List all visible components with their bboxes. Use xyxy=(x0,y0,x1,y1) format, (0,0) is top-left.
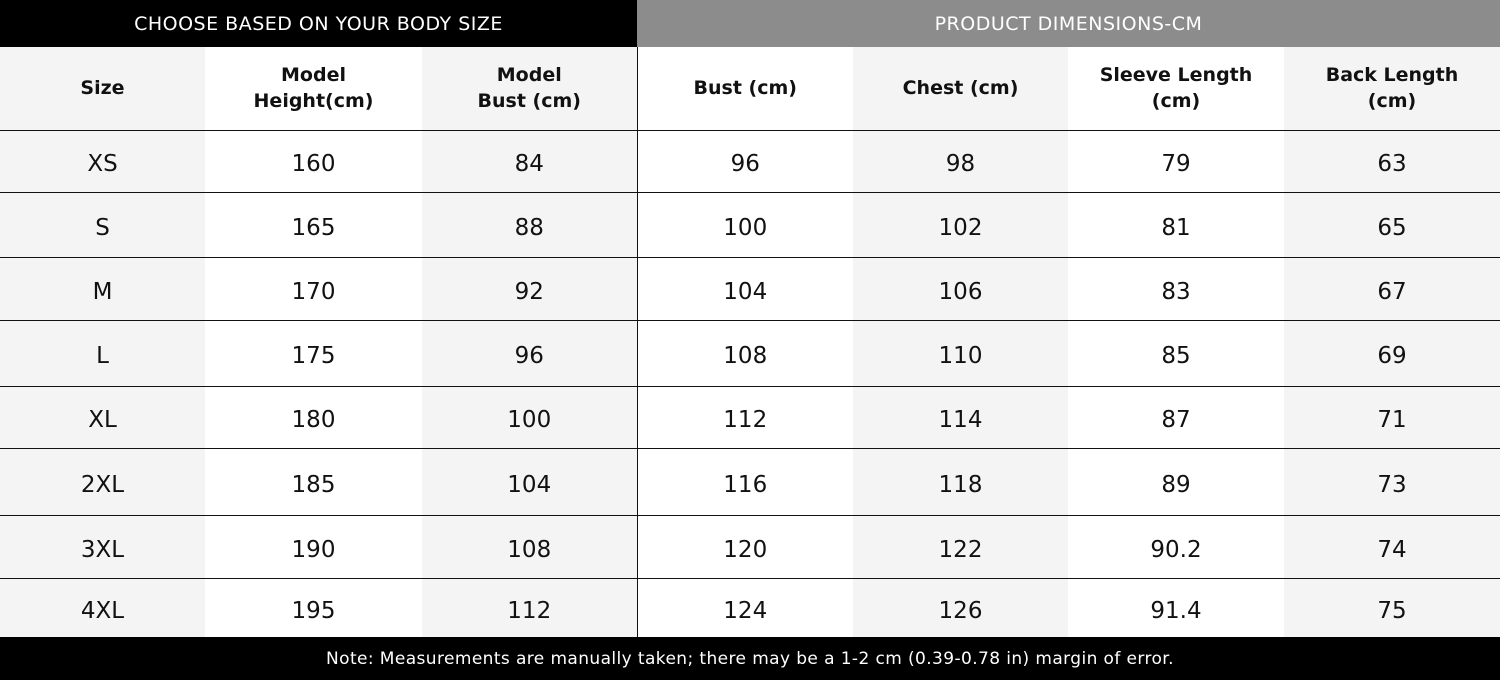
value-cell: 120 xyxy=(636,514,853,578)
value-cell: 190 xyxy=(205,514,422,578)
column-header: Size xyxy=(0,47,205,130)
value-cell: 81 xyxy=(1068,191,1284,257)
value-cell: 83 xyxy=(1068,256,1284,320)
value-cell: 104 xyxy=(636,256,853,320)
table-row: 3XL 190 108 120 122 90.2 74 xyxy=(0,514,1500,578)
value-cell: 91.4 xyxy=(1068,577,1284,637)
table-row: XL 180 100 112 114 87 71 xyxy=(0,385,1500,448)
value-cell: 170 xyxy=(205,256,422,320)
value-cell: 108 xyxy=(422,514,637,578)
value-cell: 75 xyxy=(1284,577,1500,637)
value-cell: 65 xyxy=(1284,191,1500,257)
column-header: Model Height(cm) xyxy=(205,47,422,130)
value-cell: 102 xyxy=(853,191,1068,257)
size-cell: 4XL xyxy=(0,577,205,637)
value-cell: 160 xyxy=(205,129,422,192)
size-cell: 2XL xyxy=(0,447,205,515)
size-cell: M xyxy=(0,256,205,320)
value-cell: 124 xyxy=(636,577,853,637)
size-chart-table: Size Model Height(cm) Model Bust (cm) Bust … xyxy=(0,47,1500,637)
value-cell: 90.2 xyxy=(1068,514,1284,578)
size-cell: XS xyxy=(0,129,205,192)
table-row: S 165 88 100 102 81 65 xyxy=(0,191,1500,257)
size-cell: S xyxy=(0,191,205,257)
value-cell: 79 xyxy=(1068,129,1284,192)
size-cell: XL xyxy=(0,385,205,448)
value-cell: 84 xyxy=(422,129,637,192)
value-cell: 104 xyxy=(422,447,637,515)
value-cell: 89 xyxy=(1068,447,1284,515)
table-row: M 170 92 104 106 83 67 xyxy=(0,256,1500,320)
value-cell: 118 xyxy=(853,447,1068,515)
value-cell: 175 xyxy=(205,319,422,386)
value-cell: 98 xyxy=(853,129,1068,192)
column-header: Bust (cm) xyxy=(636,47,853,130)
table-row: 4XL 195 112 124 126 91.4 75 xyxy=(0,577,1500,637)
column-header: Back Length (cm) xyxy=(1284,47,1500,130)
body-size-header: CHOOSE BASED ON YOUR BODY SIZE xyxy=(0,0,637,47)
value-cell: 126 xyxy=(853,577,1068,637)
measurement-note: Note: Measurements are manually taken; t… xyxy=(0,637,1500,680)
column-header-row: Size Model Height(cm) Model Bust (cm) Bust … xyxy=(0,47,1500,130)
column-header: Chest (cm) xyxy=(853,47,1068,130)
size-cell: 3XL xyxy=(0,514,205,578)
value-cell: 71 xyxy=(1284,385,1500,448)
value-cell: 180 xyxy=(205,385,422,448)
value-cell: 73 xyxy=(1284,447,1500,515)
value-cell: 108 xyxy=(636,319,853,386)
product-dimensions-header: PRODUCT DIMENSIONS-CM xyxy=(637,0,1500,47)
value-cell: 185 xyxy=(205,447,422,515)
value-cell: 85 xyxy=(1068,319,1284,386)
table-row: XS 160 84 96 98 79 63 xyxy=(0,129,1500,192)
value-cell: 112 xyxy=(636,385,853,448)
value-cell: 92 xyxy=(422,256,637,320)
column-header: Model Bust (cm) xyxy=(422,47,637,130)
value-cell: 63 xyxy=(1284,129,1500,192)
value-cell: 112 xyxy=(422,577,637,637)
value-cell: 114 xyxy=(853,385,1068,448)
table-row: 2XL 185 104 116 118 89 73 xyxy=(0,447,1500,515)
value-cell: 122 xyxy=(853,514,1068,578)
value-cell: 116 xyxy=(636,447,853,515)
value-cell: 67 xyxy=(1284,256,1500,320)
value-cell: 110 xyxy=(853,319,1068,386)
value-cell: 100 xyxy=(422,385,637,448)
table-row: L 175 96 108 110 85 69 xyxy=(0,319,1500,386)
value-cell: 195 xyxy=(205,577,422,637)
value-cell: 74 xyxy=(1284,514,1500,578)
value-cell: 69 xyxy=(1284,319,1500,386)
size-cell: L xyxy=(0,319,205,386)
value-cell: 100 xyxy=(636,191,853,257)
value-cell: 106 xyxy=(853,256,1068,320)
value-cell: 96 xyxy=(422,319,637,386)
value-cell: 96 xyxy=(636,129,853,192)
column-header: Sleeve Length (cm) xyxy=(1068,47,1284,130)
value-cell: 165 xyxy=(205,191,422,257)
value-cell: 88 xyxy=(422,191,637,257)
value-cell: 87 xyxy=(1068,385,1284,448)
